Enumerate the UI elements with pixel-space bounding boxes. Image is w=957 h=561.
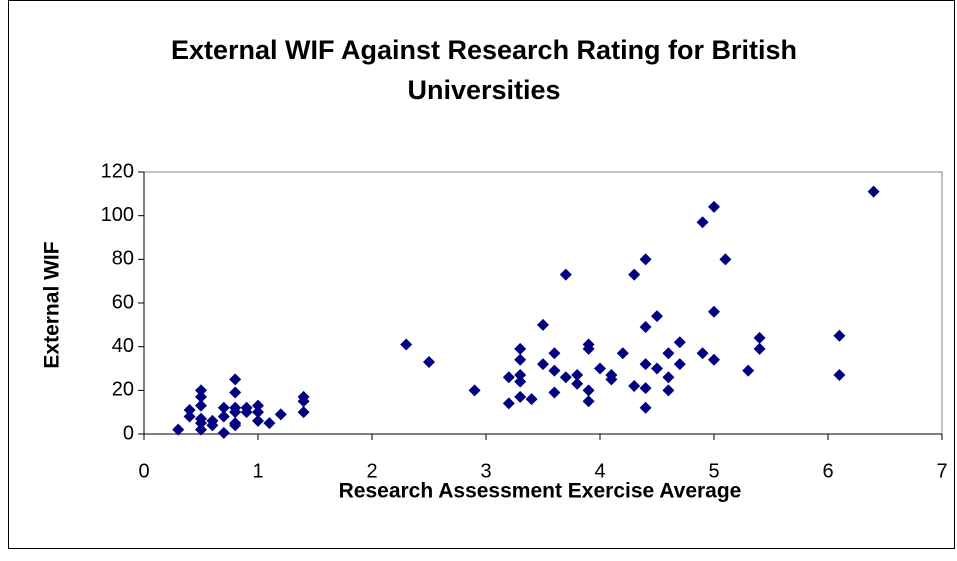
point [696,216,709,229]
x-tick-label: 7 [936,460,947,482]
point [753,331,766,344]
point [594,362,606,375]
plot-area [143,171,943,435]
point [229,373,242,386]
point [502,397,515,410]
point [229,406,242,419]
point [867,185,880,198]
x-tick-label: 4 [594,460,605,482]
point [297,406,310,419]
point [514,353,527,366]
point [195,423,207,436]
point [708,305,720,318]
point [274,408,287,421]
y-axis-label: External WIF [41,241,64,368]
chart-title: External WIF Against Research Rating for… [170,35,798,105]
point [833,329,846,342]
point [548,364,561,377]
point [662,384,675,397]
point [195,399,207,412]
x-tick-label: 6 [822,460,833,482]
point [833,369,846,382]
y-tick-label: 20 [112,379,134,401]
point [719,253,732,266]
chart-border [8,0,955,549]
point [673,358,686,371]
point [582,395,595,408]
point [195,384,207,397]
point [571,377,584,390]
point [183,410,196,423]
point [423,355,435,368]
point [537,358,549,371]
point [195,390,207,403]
point [183,403,196,416]
point [172,423,185,436]
point [571,369,584,382]
point [217,401,230,414]
point [263,417,276,430]
point [662,371,675,384]
point [628,268,641,281]
x-tick-label: 5 [708,460,719,482]
point [537,318,549,331]
point [673,336,686,349]
y-tick-label: 60 [112,291,134,313]
point [514,375,527,388]
point [651,362,663,375]
point [616,347,629,360]
point [252,406,264,419]
point [639,358,652,371]
point [662,347,675,360]
point [708,353,720,366]
point [559,371,572,384]
point [217,426,230,439]
x-tick-label: 3 [480,460,491,482]
point [217,410,230,423]
point [468,384,481,397]
point [548,347,561,360]
point [605,373,618,386]
point [252,399,264,412]
y-tick-label: 80 [112,248,134,270]
y-tick-label: 100 [101,204,134,226]
point [639,253,652,266]
point [639,382,652,395]
point [639,401,652,414]
point [525,393,538,406]
x-tick-label: 1 [252,460,263,482]
point [252,414,264,427]
x-tick-label: 2 [366,460,377,482]
point [229,419,242,432]
point [548,386,561,399]
point [742,364,755,377]
point [753,342,766,355]
point [229,386,242,399]
point [240,406,253,419]
point [582,342,595,355]
point [651,310,663,323]
point [400,338,413,351]
x-tick-label: 0 [138,460,149,482]
point [514,342,527,355]
point [628,379,641,392]
point [514,369,527,382]
point [639,321,652,334]
point [582,384,595,397]
point [195,417,207,430]
point [559,268,572,281]
point [297,395,310,408]
point [708,200,720,213]
point [696,347,709,360]
y-tick-label: 0 [123,422,134,444]
y-tick-label: 120 [101,160,134,182]
point [514,390,527,403]
point [502,371,515,384]
x-axis-label: Research Assessment Exercise Average [339,480,742,503]
point [206,414,219,427]
y-tick-label: 40 [112,335,134,357]
